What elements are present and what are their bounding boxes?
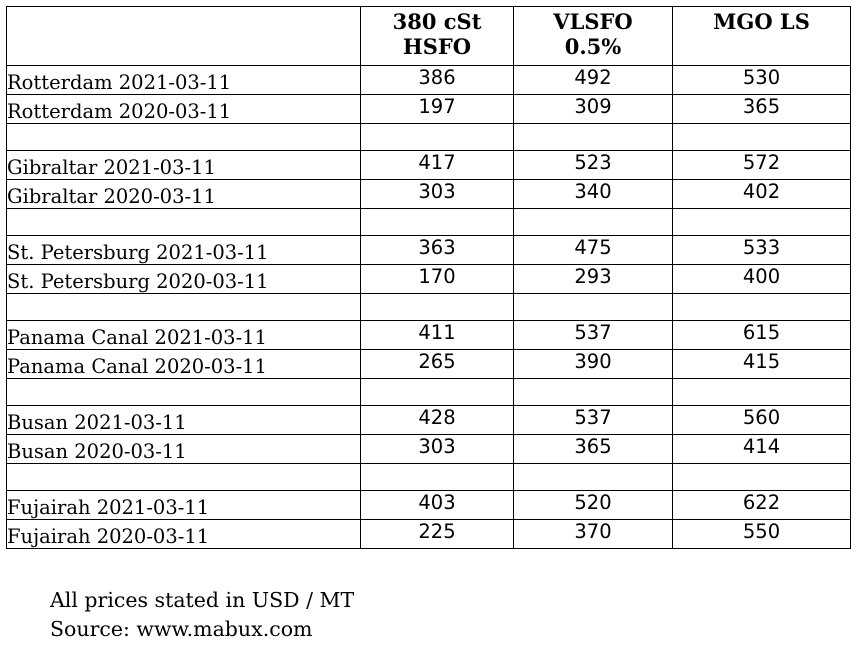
empty-cell [6,463,361,491]
mgo-price-cell: 622 [672,490,851,520]
mgo-price-cell: 533 [672,235,851,265]
mgo-price-cell: 400 [672,264,851,294]
empty-cell [513,123,673,151]
empty-cell [360,293,514,321]
table-row: Gibraltar 2021-03-11 417 523 572 [6,150,851,180]
table-row: Busan 2021-03-11 428 537 560 [6,405,851,435]
vlsfo-price-cell: 390 [513,349,673,379]
vlsfo-price-cell: 365 [513,434,673,464]
hsfo-price-cell: 170 [360,264,514,294]
table-row: Panama Canal 2020-03-11 265 390 415 [6,349,851,379]
empty-cell [360,123,514,151]
source-note: Source: www.mabux.com [50,617,313,641]
empty-cell [672,123,851,151]
currency-note: All prices stated in USD / MT [50,588,355,612]
location-date-cell: Panama Canal 2020-03-11 [6,349,361,379]
empty-cell [513,378,673,406]
table-row: Rotterdam 2020-03-11 197 309 365 [6,94,851,124]
empty-cell [513,463,673,491]
table-body: Rotterdam 2021-03-11 386 492 530 Rotterdam 2… [6,65,851,549]
bunker-price-table: 380 cSt HSFO VLSFO 0.5% MGO LS Rotterdam… [6,6,851,549]
table-row: Busan 2020-03-11 303 365 414 [6,434,851,464]
hsfo-price-cell: 303 [360,434,514,464]
table-row: Fujairah 2020-03-11 225 370 550 [6,519,851,549]
mgo-price-cell: 414 [672,434,851,464]
empty-cell [360,208,514,236]
vlsfo-price-cell: 293 [513,264,673,294]
empty-cell [6,293,361,321]
hsfo-price-cell: 417 [360,150,514,180]
hsfo-price-cell: 411 [360,320,514,350]
empty-cell [6,378,361,406]
vlsfo-price-cell: 340 [513,179,673,209]
hsfo-price-cell: 225 [360,519,514,549]
spacer-row [6,123,851,151]
empty-cell [513,208,673,236]
hsfo-price-cell: 428 [360,405,514,435]
table-header-row: 380 cSt HSFO VLSFO 0.5% MGO LS [6,6,851,66]
vlsfo-price-cell: 520 [513,490,673,520]
vlsfo-price-cell: 370 [513,519,673,549]
hsfo-price-cell: 403 [360,490,514,520]
hsfo-price-cell: 197 [360,94,514,124]
mgo-price-cell: 530 [672,65,851,95]
mgo-price-cell: 615 [672,320,851,350]
table-row: Fujairah 2021-03-11 403 520 622 [6,490,851,520]
location-date-cell: Busan 2021-03-11 [6,405,361,435]
spacer-row [6,463,851,491]
location-date-cell: Busan 2020-03-11 [6,434,361,464]
mgo-price-cell: 402 [672,179,851,209]
location-date-cell: Gibraltar 2020-03-11 [6,179,361,209]
empty-cell [360,378,514,406]
empty-cell [6,123,361,151]
vlsfo-price-cell: 537 [513,405,673,435]
hsfo-price-cell: 265 [360,349,514,379]
vlsfo-price-cell: 475 [513,235,673,265]
location-date-cell: Fujairah 2020-03-11 [6,519,361,549]
mgo-price-cell: 572 [672,150,851,180]
header-cell-vlsfo: VLSFO 0.5% [513,6,673,66]
header-cell-location [6,6,361,66]
table-row: Panama Canal 2021-03-11 411 537 615 [6,320,851,350]
location-date-cell: Panama Canal 2021-03-11 [6,320,361,350]
vlsfo-price-cell: 523 [513,150,673,180]
location-date-cell: Fujairah 2021-03-11 [6,490,361,520]
hsfo-price-cell: 386 [360,65,514,95]
location-date-cell: Rotterdam 2021-03-11 [6,65,361,95]
header-cell-hsfo: 380 cSt HSFO [360,6,514,66]
spacer-row [6,293,851,321]
empty-cell [360,463,514,491]
empty-cell [672,463,851,491]
hsfo-price-cell: 363 [360,235,514,265]
mgo-price-cell: 560 [672,405,851,435]
empty-cell [6,208,361,236]
header-cell-mgo: MGO LS [672,6,851,66]
mgo-price-cell: 415 [672,349,851,379]
table-row: St. Petersburg 2021-03-11 363 475 533 [6,235,851,265]
empty-cell [672,293,851,321]
location-date-cell: St. Petersburg 2020-03-11 [6,264,361,294]
vlsfo-price-cell: 492 [513,65,673,95]
location-date-cell: Gibraltar 2021-03-11 [6,150,361,180]
vlsfo-price-cell: 537 [513,320,673,350]
empty-cell [672,378,851,406]
spacer-row [6,208,851,236]
table-footer: All prices stated in USD / MT Source: ww… [50,586,354,644]
mgo-price-cell: 550 [672,519,851,549]
table-row: Rotterdam 2021-03-11 386 492 530 [6,65,851,95]
location-date-cell: St. Petersburg 2021-03-11 [6,235,361,265]
spacer-row [6,378,851,406]
empty-cell [672,208,851,236]
vlsfo-price-cell: 309 [513,94,673,124]
table-row: St. Petersburg 2020-03-11 170 293 400 [6,264,851,294]
mgo-price-cell: 365 [672,94,851,124]
location-date-cell: Rotterdam 2020-03-11 [6,94,361,124]
hsfo-price-cell: 303 [360,179,514,209]
table-row: Gibraltar 2020-03-11 303 340 402 [6,179,851,209]
empty-cell [513,293,673,321]
